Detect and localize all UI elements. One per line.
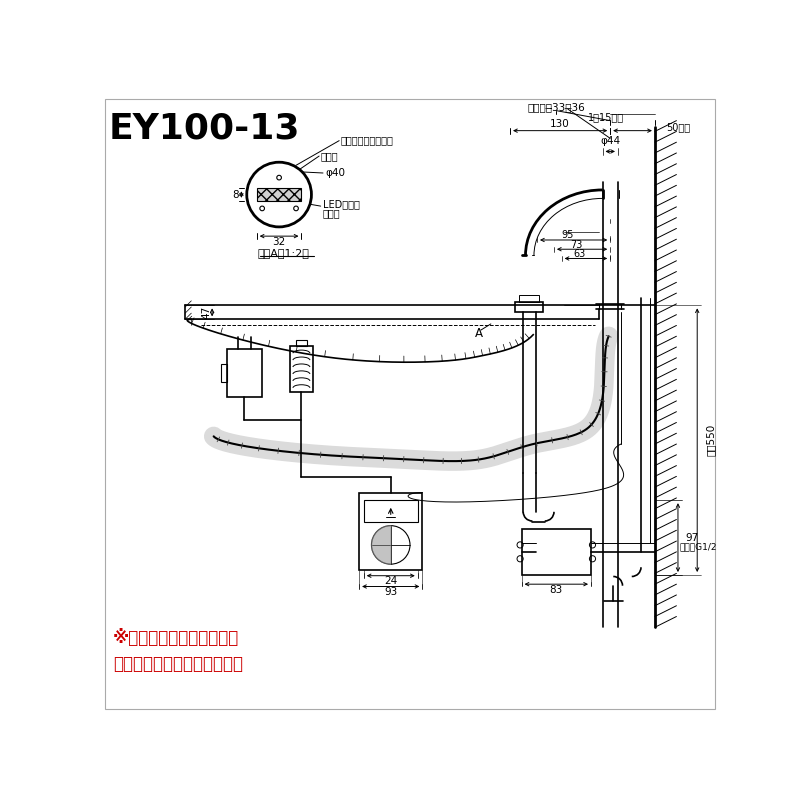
Circle shape	[277, 175, 282, 180]
Text: 取付穴径̶33～̶36: 取付穴径̶33～̶36	[527, 102, 585, 113]
Bar	[515, 302, 543, 311]
Text: 最大550: 最大550	[706, 424, 716, 456]
Text: φ40: φ40	[326, 168, 346, 178]
Text: 93: 93	[384, 587, 398, 597]
Text: 73: 73	[570, 240, 582, 250]
Bar	[364, 500, 418, 522]
Text: 8: 8	[232, 190, 238, 199]
Polygon shape	[371, 526, 390, 564]
Bar	[221, 364, 226, 382]
Bar	[226, 350, 262, 397]
Text: EY100-13: EY100-13	[108, 111, 300, 146]
Bar	[359, 493, 422, 570]
Text: 130: 130	[550, 119, 570, 130]
Text: A: A	[475, 326, 483, 340]
Text: 47: 47	[202, 306, 212, 319]
Text: 矢視A（1:2）: 矢視A（1:2）	[257, 248, 309, 258]
Circle shape	[260, 206, 265, 210]
Text: 発光部: 発光部	[321, 151, 338, 161]
Circle shape	[294, 206, 298, 210]
Bar	[257, 188, 302, 201]
Text: 24: 24	[384, 576, 398, 586]
Text: 32: 32	[273, 238, 286, 247]
Text: LEDライト: LEDライト	[323, 199, 360, 209]
Text: 1以15以下: 1以15以下	[588, 112, 625, 122]
Text: 発光部: 発光部	[323, 208, 341, 218]
Text: 83: 83	[550, 585, 563, 594]
Text: ※洗面ボウル、排水部材、
止水栓等は付属していません: ※洗面ボウル、排水部材、 止水栓等は付属していません	[113, 629, 242, 674]
Text: 63: 63	[574, 249, 586, 259]
Bar	[522, 529, 591, 575]
Text: めねじG1/2: めねじG1/2	[679, 542, 717, 552]
Circle shape	[246, 162, 311, 227]
Bar	[519, 294, 539, 302]
Bar	[290, 346, 313, 393]
Text: 95: 95	[562, 230, 574, 240]
Text: 赤外線（センサー）: 赤外線（センサー）	[341, 136, 394, 146]
Text: 50以上: 50以上	[666, 122, 690, 132]
Text: 97: 97	[685, 533, 698, 542]
Bar	[296, 340, 307, 346]
Text: φ44: φ44	[600, 137, 620, 146]
